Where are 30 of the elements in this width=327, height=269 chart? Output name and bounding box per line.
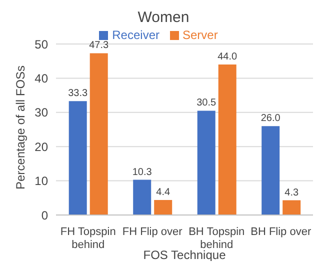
y-tick-label: 30 (34, 106, 48, 120)
chart-title: Women (136, 8, 190, 28)
data-label: 10.3 (132, 166, 152, 178)
legend-label: Receiver (112, 28, 160, 42)
x-tick-label: BH Flip over (250, 226, 312, 238)
data-label: 4.4 (156, 186, 170, 198)
data-label: 47.3 (89, 40, 110, 52)
bar (90, 53, 108, 215)
y-tick-label: 10 (34, 174, 48, 188)
y-tick-label: 0 (41, 208, 48, 222)
x-tick-label: FH Flip over (122, 226, 183, 238)
data-label: 26.0 (260, 113, 281, 124)
bar (282, 200, 301, 215)
data-label: 44.0 (218, 52, 238, 63)
bar (218, 64, 236, 215)
bar (68, 101, 87, 215)
bar (262, 126, 280, 215)
data-label: 33.3 (68, 88, 88, 100)
bar (154, 200, 172, 215)
legend-label: Server (182, 28, 218, 42)
data-label: 4.3 (284, 187, 299, 198)
y-axis-title: Percentage of all FOSs (13, 65, 28, 190)
bar (133, 180, 152, 215)
y-tick-label: 50 (34, 37, 48, 52)
y-tick-label: 40 (34, 71, 48, 86)
y-tick-label: 20 (34, 140, 48, 154)
bar (197, 110, 216, 215)
data-label: 30.5 (196, 98, 217, 109)
x-tick-label: BH Topspin behind (188, 226, 245, 251)
x-tick-label: FH Topspin behind (60, 226, 116, 251)
